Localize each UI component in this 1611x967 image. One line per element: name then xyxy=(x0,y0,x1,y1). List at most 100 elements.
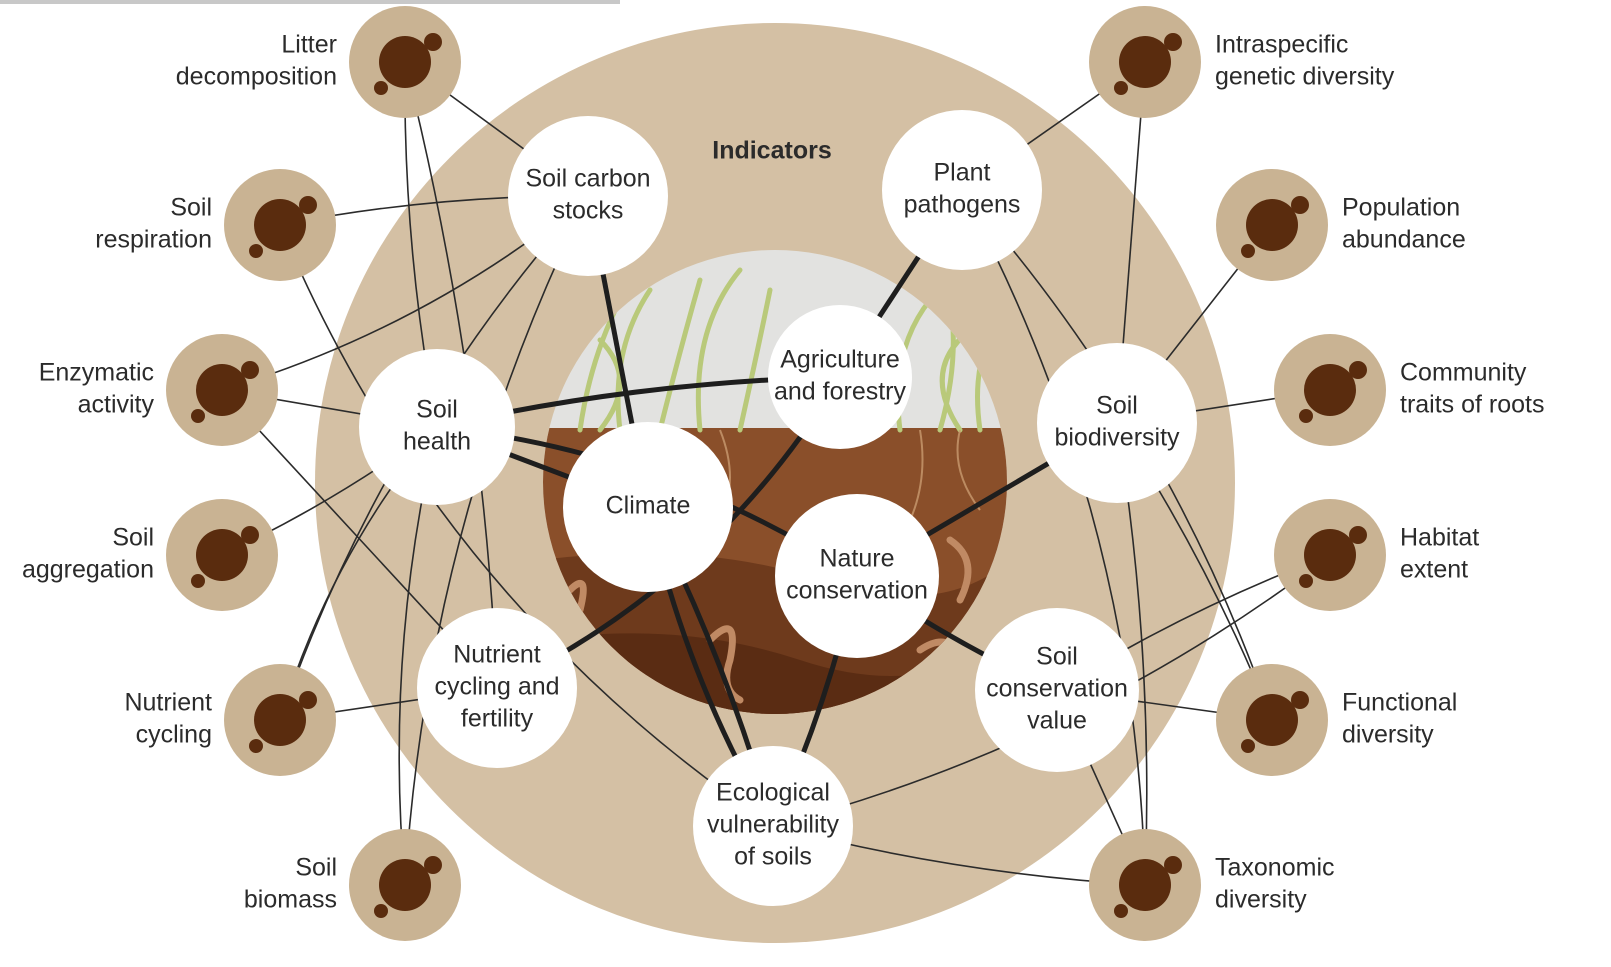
indicator: Ecological vulnerability of soils xyxy=(693,746,853,906)
node-label: genetic diversity xyxy=(1215,63,1395,91)
indicator: Soil biodiversity xyxy=(1037,343,1197,503)
node-label: cycling and xyxy=(434,673,559,701)
node-label: Functional xyxy=(1342,689,1457,717)
driver-node xyxy=(768,305,912,449)
icon-glyph xyxy=(1291,691,1309,709)
node-label: Population xyxy=(1342,194,1460,222)
node-label: Taxonomic xyxy=(1215,854,1335,882)
node-label: activity xyxy=(78,391,155,419)
icon-glyph xyxy=(1241,244,1255,258)
icon-glyph xyxy=(191,409,205,423)
node-label: diversity xyxy=(1215,886,1307,914)
measurement: Community traits of roots xyxy=(1274,334,1545,446)
icon-glyph xyxy=(379,36,431,88)
icon-glyph xyxy=(1299,409,1313,423)
indicator: Soil conservation value xyxy=(975,608,1139,772)
title: Indicators xyxy=(712,137,831,165)
node-label: cycling xyxy=(136,721,212,749)
icon-glyph xyxy=(1304,364,1356,416)
node-label: and forestry xyxy=(774,378,907,406)
icon-glyph xyxy=(196,529,248,581)
node-label: biomass xyxy=(244,886,337,914)
icon-glyph xyxy=(374,904,388,918)
icon-glyph xyxy=(241,361,259,379)
icon-glyph xyxy=(196,364,248,416)
node-label: Community xyxy=(1400,359,1527,387)
node-label: biodiversity xyxy=(1054,424,1180,452)
icon-glyph xyxy=(379,859,431,911)
connection xyxy=(961,189,1146,886)
node-label: Soil xyxy=(1036,643,1078,671)
node-label: Soil carbon xyxy=(525,165,650,193)
node-label: respiration xyxy=(95,226,212,254)
indicator-node xyxy=(693,746,853,906)
node-label: Habitat xyxy=(1400,524,1479,552)
node-label: Ecological xyxy=(716,779,830,807)
measurement: Litter decomposition xyxy=(176,6,461,118)
node-label: Plant xyxy=(934,159,991,187)
indicator-node xyxy=(882,110,1042,270)
node-label: abundance xyxy=(1342,226,1466,254)
indicator: Plant pathogens xyxy=(882,110,1042,270)
indicator: Nutrient cycling and fertility xyxy=(417,608,577,768)
node-label: Litter xyxy=(281,31,337,59)
nodes: Litter decomposition Soil respiration Enzyma… xyxy=(22,6,1545,941)
indicator: Soil carbon stocks xyxy=(508,116,668,276)
icon-glyph xyxy=(1164,856,1182,874)
icon-glyph xyxy=(1241,739,1255,753)
node-label: extent xyxy=(1400,556,1468,584)
icon-glyph xyxy=(1246,199,1298,251)
icon-glyph xyxy=(1164,33,1182,51)
node-label: Soil xyxy=(112,524,154,552)
node-label: conservation xyxy=(986,675,1128,703)
node-label: Enzymatic xyxy=(39,359,154,387)
measurement: Population abundance xyxy=(1216,169,1466,281)
node-label: conservation xyxy=(786,577,928,605)
node-label: Climate xyxy=(606,492,691,520)
node-label: pathogens xyxy=(904,191,1021,219)
indicator-node xyxy=(508,116,668,276)
connection xyxy=(404,195,589,886)
node-label: decomposition xyxy=(176,63,337,91)
node-label: Nature xyxy=(819,545,894,573)
measurement: Habitat extent xyxy=(1274,499,1479,611)
measurement: Nutrient cycling xyxy=(124,664,336,776)
node-label: aggregation xyxy=(22,556,154,584)
driver: Climate xyxy=(563,422,733,592)
icon-glyph xyxy=(299,691,317,709)
icon-glyph xyxy=(1304,529,1356,581)
measurement: Intraspecific genetic diversity xyxy=(1089,6,1395,118)
icon-glyph xyxy=(1291,196,1309,214)
measurement: Taxonomic diversity xyxy=(1089,829,1335,941)
icon-glyph xyxy=(241,526,259,544)
node-label: diversity xyxy=(1342,721,1434,749)
driver-node xyxy=(563,422,733,592)
node-label: value xyxy=(1027,707,1087,735)
icon-glyph xyxy=(254,694,306,746)
node-label: Soil xyxy=(170,194,212,222)
icon-glyph xyxy=(299,196,317,214)
icon-glyph xyxy=(1299,574,1313,588)
measurement: Enzymatic activity xyxy=(39,334,278,446)
driver: Agriculture and forestry xyxy=(768,305,912,449)
icon-glyph xyxy=(1349,526,1367,544)
indicator: Soil health xyxy=(359,349,515,505)
icon-glyph xyxy=(191,574,205,588)
measurement: Functional diversity xyxy=(1216,664,1457,776)
node-label: Nutrient xyxy=(453,641,541,669)
driver-node xyxy=(775,494,939,658)
node-label: vulnerability xyxy=(707,811,840,839)
icon-glyph xyxy=(1119,36,1171,88)
node-label: health xyxy=(403,428,471,456)
icon-glyph xyxy=(1349,361,1367,379)
indicator-node xyxy=(359,349,515,505)
icon-glyph xyxy=(424,33,442,51)
icon-glyph xyxy=(1246,694,1298,746)
node-label: Agriculture xyxy=(780,346,900,374)
node-label: of soils xyxy=(734,843,812,871)
node-label: stocks xyxy=(553,197,624,225)
node-label: Intraspecific xyxy=(1215,31,1348,59)
measurement: Soil respiration xyxy=(95,169,336,281)
icon-glyph xyxy=(424,856,442,874)
